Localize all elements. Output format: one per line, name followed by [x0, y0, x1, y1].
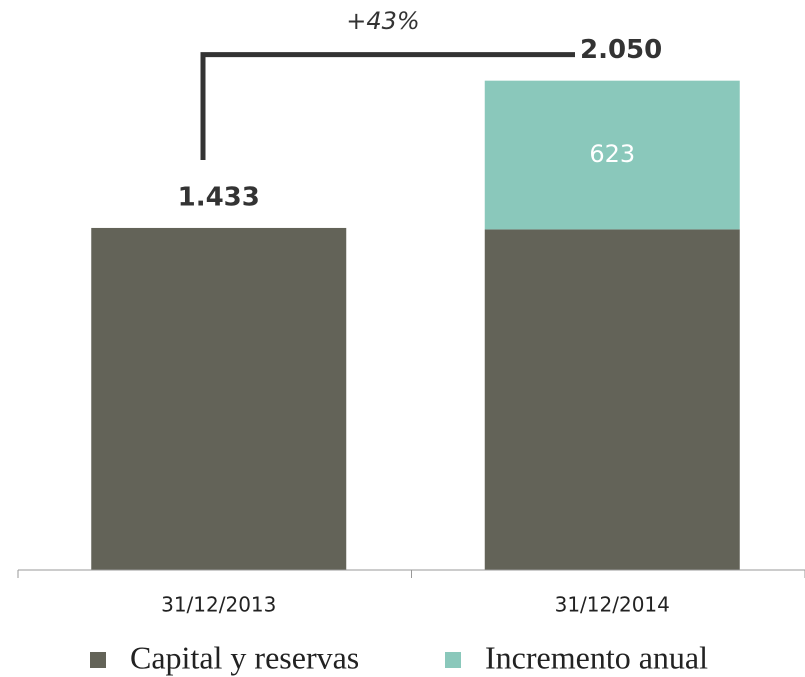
legend-label: Incremento anual [485, 639, 708, 675]
growth-bracket [200, 52, 575, 160]
total-label: 2.050 [580, 35, 662, 65]
x-tick-label: 31/12/2014 [555, 593, 670, 617]
segment-label: 623 [589, 140, 635, 168]
legend-swatch [90, 652, 106, 668]
growth-label: +43% [346, 7, 419, 35]
x-tick-label: 31/12/2013 [161, 593, 276, 617]
bar-segment [91, 227, 347, 570]
bar-segment [484, 80, 740, 230]
legend-label: Capital y reservas [130, 639, 359, 675]
legend-swatch [445, 652, 461, 668]
total-label: 1.433 [178, 182, 260, 212]
bar-segment [484, 229, 740, 571]
